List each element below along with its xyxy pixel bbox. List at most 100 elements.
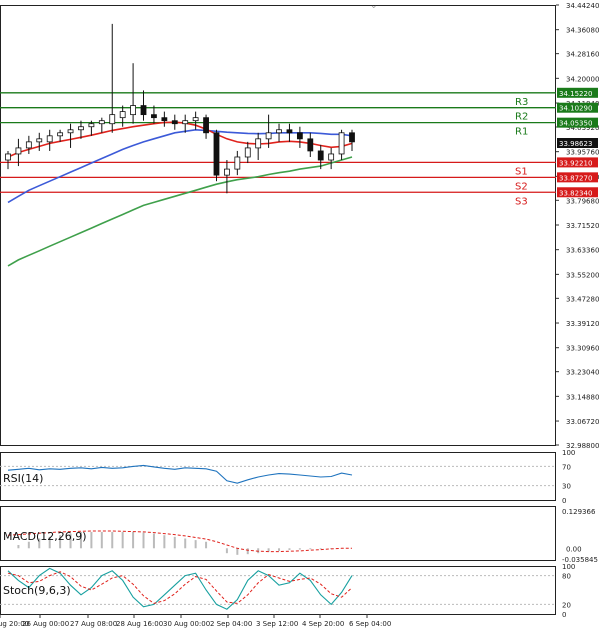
y-tick-label: 33.14880	[566, 393, 599, 401]
current-price-label: 33.98623	[559, 140, 592, 148]
level-name-r3: R3	[515, 97, 528, 108]
level-price-badge	[557, 117, 598, 128]
candle-body	[171, 120, 178, 125]
x-tick-label: 28 Aug 16:00	[116, 620, 163, 628]
rsi-label: RSI(14)	[3, 472, 43, 485]
rsi-tick-label: 100	[562, 449, 575, 457]
candle-body	[151, 114, 157, 119]
panel-frame	[0, 452, 556, 501]
macd-tick-label: 0.129366	[562, 508, 596, 516]
level-price-badge	[557, 157, 598, 168]
stoch-tick-label: 100	[562, 563, 575, 571]
candle-body	[161, 117, 168, 122]
rsi-tick-label: 0	[562, 497, 566, 505]
level-price-label: 34.10290	[559, 105, 592, 113]
y-tick-label: 33.23040	[566, 369, 599, 377]
x-tick-label: 2 Sep 04:00	[210, 620, 252, 628]
y-tick-label: 34.20000	[566, 75, 599, 83]
candle-body	[130, 105, 136, 116]
candle-body	[119, 111, 126, 119]
y-tick-label: 33.71520	[566, 222, 599, 230]
candle-body	[78, 126, 84, 131]
rsi-line	[7, 464, 353, 484]
panel-frame	[0, 506, 556, 561]
candle-body	[15, 147, 22, 155]
candle-body	[328, 153, 335, 161]
macd-label: MACD(12,26,9)	[3, 530, 87, 543]
level-name-r1: R1	[515, 127, 528, 138]
panel-frame	[0, 566, 556, 615]
ma-mid-line	[7, 128, 353, 204]
y-tick-label: 32.98800	[566, 442, 599, 450]
candle-body	[57, 132, 64, 137]
x-tick-label: 6 Sep 04:00	[349, 620, 391, 628]
y-tick-label: 33.55200	[566, 271, 599, 279]
candle-body	[182, 120, 189, 125]
x-tick-label: 3 Sep 12:00	[256, 620, 298, 628]
level-price-label: 34.15220	[559, 90, 592, 98]
candle-body	[203, 117, 209, 134]
y-tick-label: 34.44240	[566, 2, 599, 10]
candle-body	[296, 132, 303, 140]
level-price-badge	[557, 87, 598, 98]
level-name-s2: S2	[515, 181, 528, 192]
candle-body	[46, 135, 53, 143]
candle-body	[317, 150, 324, 161]
candle-body	[349, 132, 355, 143]
candle-body	[67, 129, 74, 134]
y-tick-label: 34.03920	[566, 124, 599, 132]
y-tick-label: 34.28160	[566, 51, 599, 59]
ma-slow-line	[7, 156, 353, 267]
stoch-k-line	[7, 567, 353, 610]
rsi-tick-label: 30	[562, 483, 571, 491]
candle-body	[338, 132, 345, 155]
stoch-label: Stoch(9,6,3)	[3, 584, 71, 597]
candle-body	[140, 105, 147, 116]
stoch-d-line	[7, 571, 353, 604]
macd-tick-label: 0.00	[566, 545, 582, 553]
y-tick-label: 33.79680	[566, 197, 599, 205]
x-tick-label: 4 Sep 20:00	[302, 620, 344, 628]
rsi-tick-label: 70	[562, 463, 571, 471]
macd-signal-line	[7, 530, 352, 553]
candle-body	[36, 138, 43, 143]
candle-body	[286, 129, 293, 134]
candle-body	[244, 147, 251, 158]
scroll-arrow-icon: ⌄	[370, 1, 378, 11]
stoch-tick-label: 80	[562, 573, 571, 581]
candle-body	[5, 153, 11, 161]
y-tick-label: 33.06720	[566, 418, 599, 426]
candle-body	[276, 129, 282, 134]
candle-body	[265, 132, 272, 140]
y-tick-label: 34.36080	[566, 27, 599, 35]
stoch-tick-label: 20	[562, 601, 571, 609]
y-tick-label: 33.63360	[566, 247, 599, 255]
candle-body	[25, 141, 32, 149]
level-name-r2: R2	[515, 112, 528, 123]
level-price-label: 33.92210	[559, 159, 592, 167]
level-price-label: 34.05350	[559, 120, 592, 128]
level-price-label: 33.87270	[559, 174, 592, 182]
candle-body	[213, 132, 220, 176]
level-name-s3: S3	[515, 196, 528, 207]
candle-body	[255, 138, 262, 149]
y-tick-label: 33.30960	[566, 345, 599, 353]
x-tick-label: 26 Aug 00:00	[22, 620, 69, 628]
candle-body	[109, 114, 116, 125]
y-tick-label: 33.39120	[566, 320, 599, 328]
candle-body	[234, 156, 241, 170]
level-price-badge	[557, 102, 598, 113]
y-tick-label: 33.47280	[566, 295, 599, 303]
stoch-tick-label: 0	[562, 611, 566, 619]
ma-fast-line	[7, 121, 353, 158]
x-tick-label: 28 Aug 20:00	[0, 620, 29, 628]
candle-body	[98, 120, 105, 125]
candle-body	[88, 123, 95, 128]
current-price-badge	[557, 138, 598, 149]
candle-body	[224, 168, 230, 176]
level-price-badge	[557, 187, 598, 198]
level-price-badge	[557, 172, 598, 183]
